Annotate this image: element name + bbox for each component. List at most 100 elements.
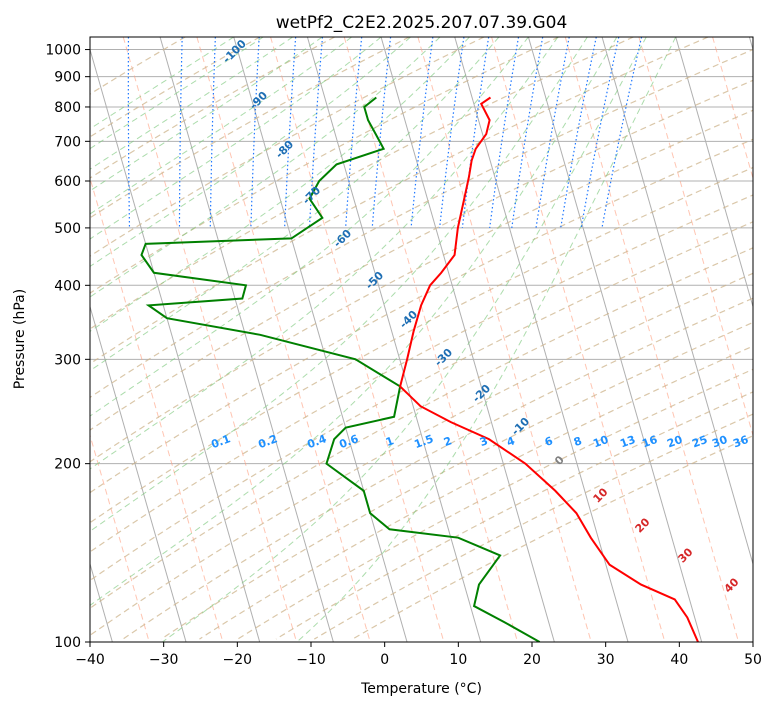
dry-adiabat [237,368,753,640]
axes: −40 −30 −20 −10 0 10 20 30 40 5010020030040050060… [45,43,762,668]
mixing-ratio-line [461,37,490,228]
mixing-ratio-label: 10 [591,433,610,451]
y-tick-label: 500 [54,221,81,237]
x-tick-label: −40 [75,652,105,668]
x-tick-label: −30 [149,652,179,668]
plot-area: -100-90-80-70-60-50-40-30-20-10010203040… [0,37,753,642]
mixing-ratio-label: 13 [618,433,637,450]
x-tick-label: 50 [744,652,762,668]
dry-adiabat [90,138,753,494]
moist-adiabat [90,37,559,470]
mixing-ratio-label: 4 [505,434,517,449]
mixing-ratio-label: 3 [478,434,490,449]
mixing-ratio-label: 25 [690,433,709,450]
mixing-ratio-label: 36 [731,433,750,451]
dry-adiabat [90,79,753,431]
mixing-ratio-line [560,37,597,228]
mixing-ratio-label: 0.6 [337,432,360,451]
moist-adiabat [90,37,264,150]
mixing-ratio-label: 8 [572,434,584,449]
dry-adiabat [90,247,753,609]
x-tick-label: 30 [597,652,615,668]
y-tick-label: 1000 [45,43,81,59]
moist-adiabat [90,37,323,192]
moist-adiabat [90,37,293,170]
x-tick-label: 40 [670,652,688,668]
moist-adiabat [90,37,235,130]
mixing-ratio-line [601,37,643,229]
mixing-ratio-line [127,37,131,228]
isotherm-label: -70 [300,184,323,207]
isotherm-dashed [417,37,592,642]
dry-adiabat [275,391,753,640]
chart-title: wetPf2_C2E2.2025.207.07.39.G04 [276,13,568,33]
moist-adiabat [162,37,647,642]
dry-adiabat [90,166,753,524]
mixing-ratio-label: 6 [543,434,555,449]
isotherm-gridline [90,304,187,642]
isotherm-label: -30 [432,346,455,369]
dry-adiabat [90,37,410,219]
isotherm-dashed [0,37,2,642]
y-tick-label: 900 [54,70,81,86]
isotherm-label: 20 [633,515,653,535]
moist-adiabat [90,37,500,372]
isotherm-label: -50 [363,269,386,292]
dry-adiabat [90,272,753,637]
plot-frame [89,36,754,643]
moist-adiabat [90,37,588,532]
isotherm-label: 40 [722,575,742,595]
isotherm-gridline [527,37,703,642]
mixing-ratio-line [209,37,216,228]
isotherm-label: 0 [552,453,567,468]
isotherm-dashed [564,37,740,642]
isotherm-dashed [196,37,371,642]
isotherm-dashed [638,37,753,438]
y-tick-label: 200 [54,457,81,473]
mixing-ratio-label: 0.2 [256,432,279,451]
y-tick-label: 100 [54,635,81,651]
y-tick-label: 700 [54,134,81,150]
moist-adiabat [90,37,382,240]
mixing-ratio-line [345,37,363,228]
moist-adiabat [296,37,677,642]
dry-adiabat [90,37,634,330]
isotherm-label: -100 [220,37,249,66]
y-tick-label: 300 [54,352,81,368]
mixing-ratio-line [580,37,620,229]
moist-adiabat [90,37,441,298]
isotherm-gridline [380,37,555,642]
dry-adiabat [313,413,753,640]
x-tick-label: 10 [449,652,467,668]
x-tick-label: 20 [523,652,541,668]
isotherm-dashed [712,37,753,180]
isotherm-label: -10 [509,415,532,438]
isotherm-gridline [159,37,334,642]
moist-adiabat [90,37,618,607]
x-axis-title: Temperature (°C) [360,681,482,697]
mixing-ratio-line [489,37,520,228]
mixing-ratio-label: 1 [384,434,396,449]
dry-adiabat [90,37,335,179]
isotherm-dashed [90,433,150,642]
isotherm-gridline [454,37,629,642]
isotherm-gridline [233,37,408,642]
moist-adiabat [90,37,470,333]
mixing-ratio-label: 2 [442,434,454,449]
mixing-ratio-label: 16 [640,433,659,451]
isotherm-label: -40 [397,308,420,331]
isotherm-dashed [270,37,445,642]
isotherm-gridline [675,37,753,309]
x-tick-label: −10 [296,652,326,668]
mixing-ratio-label: 20 [665,433,684,451]
dry-adiabat [90,37,709,365]
x-tick-label: −20 [223,652,253,668]
mixing-ratio-line [439,37,465,228]
x-tick-label: 0 [380,652,389,668]
dry-adiabat [90,221,753,582]
y-axis-title: Pressure (hPa) [12,289,28,389]
mixing-ratio-line [410,37,434,228]
dry-adiabat [90,37,559,294]
mixing-ratio-line [78,37,82,228]
isotherm-gridline [90,47,261,642]
